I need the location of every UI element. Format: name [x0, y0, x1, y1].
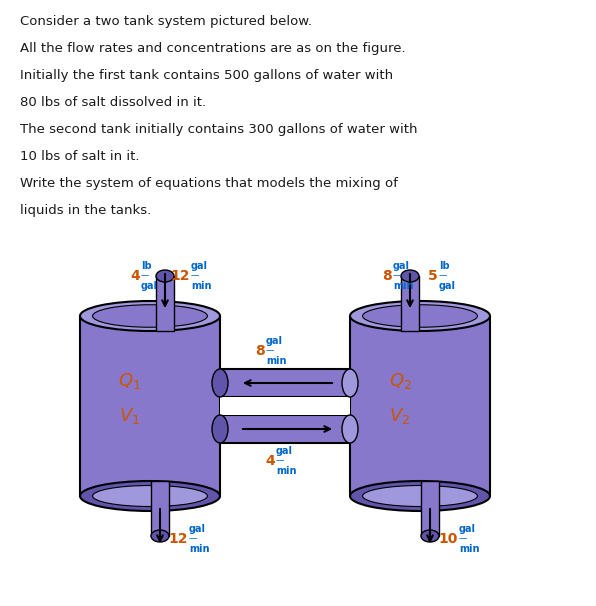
Text: 4: 4: [131, 269, 140, 283]
Text: —: —: [189, 534, 197, 544]
Ellipse shape: [342, 369, 358, 397]
Ellipse shape: [80, 301, 220, 331]
Text: gal: gal: [439, 281, 456, 291]
Ellipse shape: [92, 485, 207, 507]
Text: 12: 12: [170, 269, 190, 283]
Bar: [350, 316, 490, 496]
Text: gal: gal: [393, 261, 410, 271]
Bar: [421, 481, 439, 536]
Text: gal: gal: [189, 524, 206, 534]
Text: —: —: [459, 534, 467, 544]
Bar: [220, 397, 350, 415]
Text: 8: 8: [255, 344, 265, 358]
Bar: [80, 316, 220, 496]
Text: min: min: [276, 466, 296, 476]
Text: liquids in the tanks.: liquids in the tanks.: [20, 204, 151, 217]
Text: lb: lb: [141, 261, 151, 271]
Text: —: —: [276, 456, 284, 465]
Ellipse shape: [342, 415, 358, 443]
Text: All the flow rates and concentrations are as on the figure.: All the flow rates and concentrations ar…: [20, 42, 406, 55]
Text: Write the system of equations that models the mixing of: Write the system of equations that model…: [20, 177, 398, 190]
Text: 5: 5: [429, 269, 438, 283]
Text: gal: gal: [459, 524, 476, 534]
Text: —: —: [439, 271, 448, 281]
Ellipse shape: [401, 270, 419, 282]
Text: —: —: [191, 271, 200, 281]
Text: $V_2$: $V_2$: [389, 406, 411, 426]
Ellipse shape: [212, 415, 228, 443]
Bar: [151, 481, 169, 536]
Text: —: —: [393, 271, 401, 281]
Ellipse shape: [421, 530, 439, 542]
Text: Initially the first tank contains 500 gallons of water with: Initially the first tank contains 500 ga…: [20, 69, 393, 82]
Text: gal: gal: [266, 336, 283, 346]
Ellipse shape: [151, 530, 169, 542]
Ellipse shape: [92, 305, 207, 327]
Text: $Q_1$: $Q_1$: [119, 371, 141, 391]
Text: min: min: [266, 356, 287, 366]
Text: 12: 12: [169, 532, 188, 546]
Text: gal: gal: [141, 281, 158, 291]
Text: min: min: [189, 544, 210, 554]
Bar: [401, 276, 419, 331]
Bar: [220, 415, 350, 443]
Text: min: min: [393, 281, 414, 291]
Ellipse shape: [350, 481, 490, 511]
Text: 4: 4: [265, 454, 275, 468]
Text: $Q_2$: $Q_2$: [389, 371, 411, 391]
Text: 10 lbs of salt in it.: 10 lbs of salt in it.: [20, 150, 139, 163]
Text: —: —: [141, 271, 150, 281]
Ellipse shape: [350, 301, 490, 331]
Text: $V_1$: $V_1$: [119, 406, 141, 426]
Text: Consider a two tank system pictured below.: Consider a two tank system pictured belo…: [20, 15, 312, 28]
Text: gal: gal: [276, 446, 293, 456]
Bar: [220, 369, 350, 397]
Text: The second tank initially contains 300 gallons of water with: The second tank initially contains 300 g…: [20, 123, 418, 136]
Text: gal: gal: [191, 261, 208, 271]
Text: 10: 10: [439, 532, 458, 546]
Ellipse shape: [156, 270, 174, 282]
Text: —: —: [266, 347, 274, 356]
Bar: [156, 276, 174, 331]
Text: lb: lb: [439, 261, 449, 271]
Ellipse shape: [362, 485, 477, 507]
Text: 8: 8: [382, 269, 392, 283]
Text: 80 lbs of salt dissolved in it.: 80 lbs of salt dissolved in it.: [20, 96, 206, 109]
Text: min: min: [459, 544, 480, 554]
Ellipse shape: [80, 481, 220, 511]
Text: min: min: [191, 281, 212, 291]
Ellipse shape: [362, 305, 477, 327]
Ellipse shape: [212, 369, 228, 397]
